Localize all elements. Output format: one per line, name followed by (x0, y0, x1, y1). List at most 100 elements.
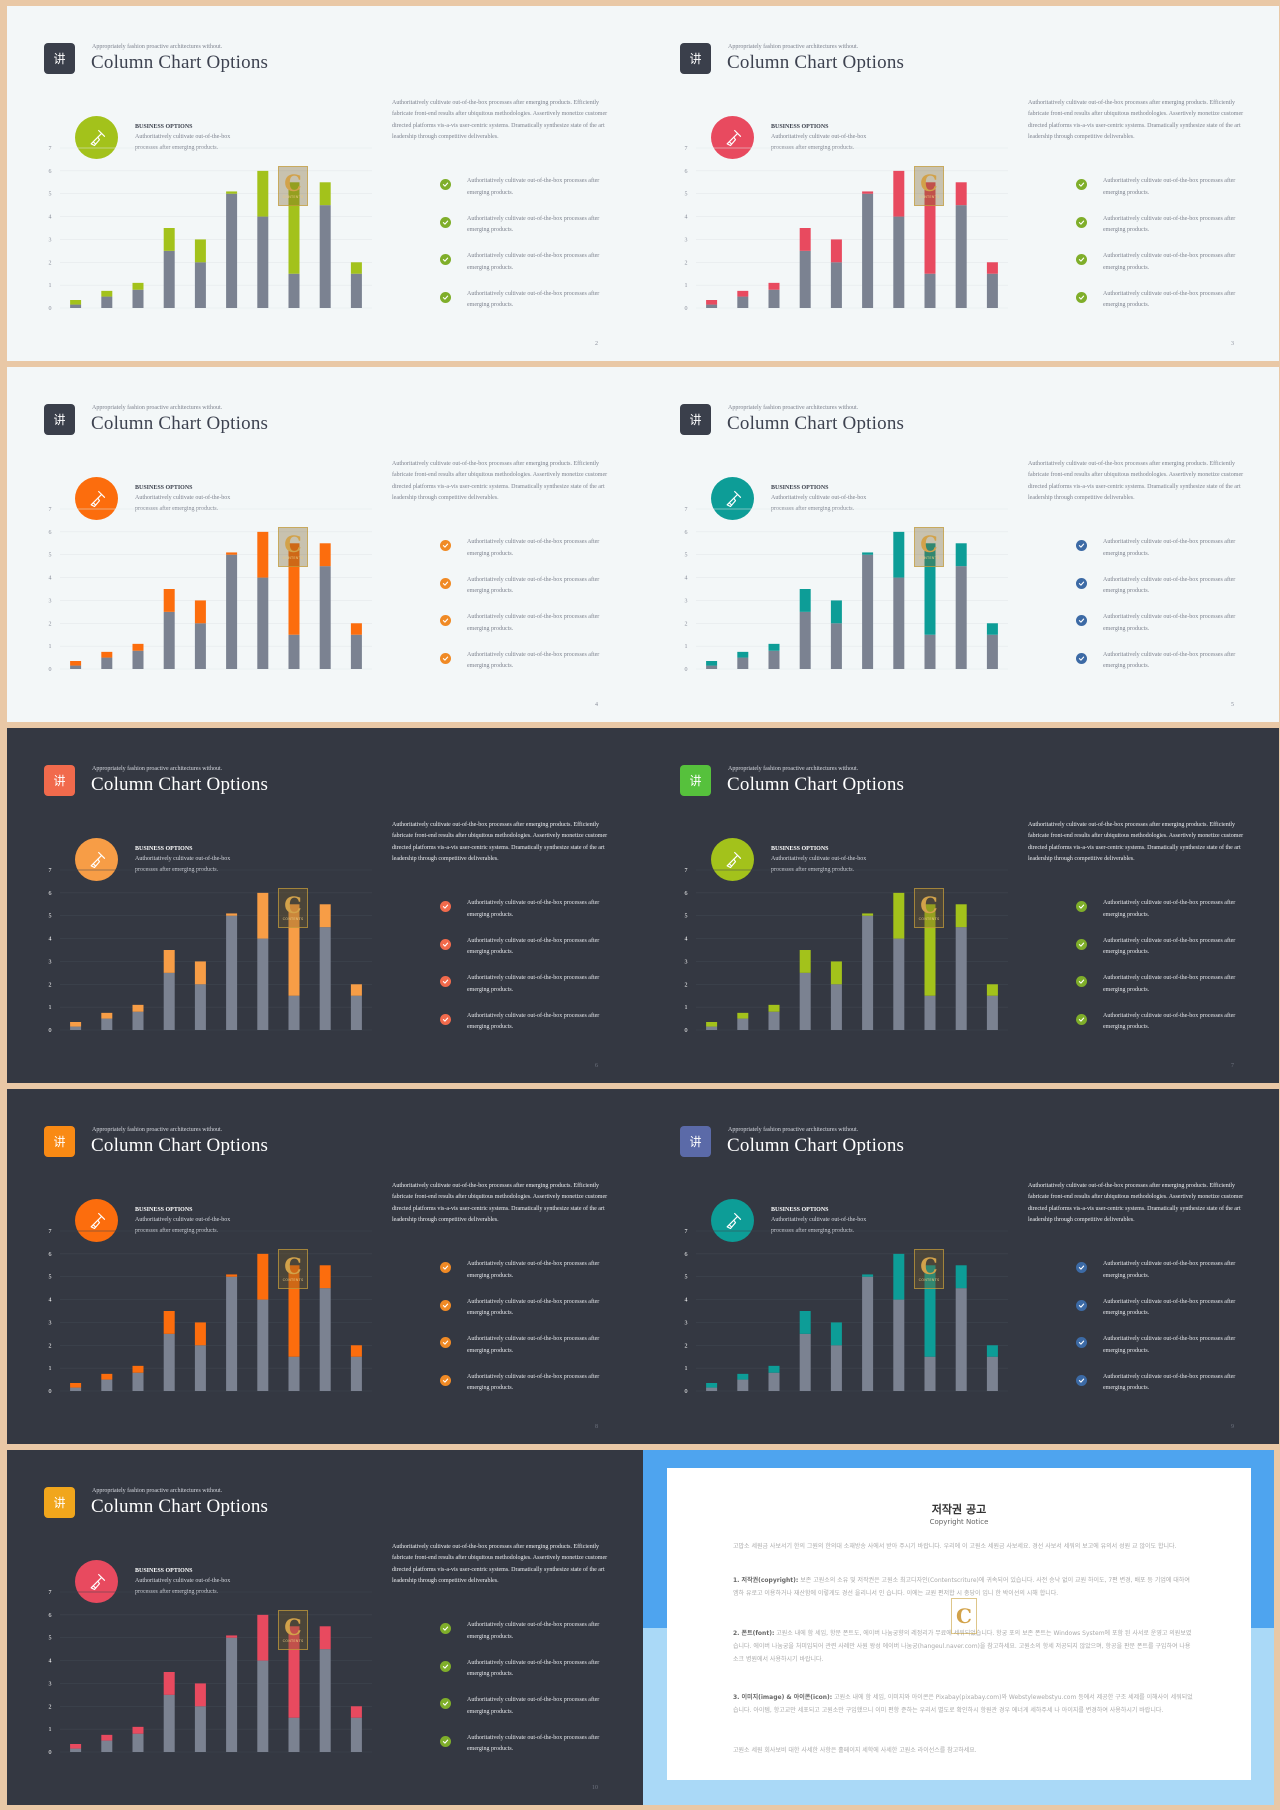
y-tick-label: 0 (685, 306, 688, 312)
check-mark (1078, 1265, 1085, 1270)
bar-accent (257, 170, 269, 217)
business-options-heading: BUSINESS OPTIONS (771, 485, 829, 491)
y-tick-label: 6 (49, 1613, 52, 1619)
check-mark (442, 295, 449, 300)
bullet-item: Authoritatively cultivate out-of-the-box… (440, 1011, 610, 1049)
check-mark (1078, 656, 1085, 661)
y-tick-label: 1 (49, 1727, 52, 1733)
slide-7[interactable]: 讲 Appropriately fashion proactive archit… (643, 728, 1279, 1083)
check-icon (1076, 652, 1087, 664)
slide-8[interactable]: 讲 Appropriately fashion proactive archit… (7, 1089, 643, 1444)
bar-accent (955, 182, 967, 206)
slide-title: Column Chart Options (727, 774, 905, 795)
bar-base (132, 1372, 144, 1391)
logo-box: 讲 (44, 43, 75, 74)
bullet-item: Authoritatively cultivate out-of-the-box… (440, 612, 610, 650)
description-paragraph: Authoritatively cultivate out-of-the-box… (392, 461, 608, 501)
y-tick-label: 1 (685, 644, 688, 650)
check-icon (440, 1660, 451, 1672)
business-options-heading: BUSINESS OPTIONS (771, 846, 829, 852)
bar-base (350, 1717, 362, 1752)
bar-base (768, 1372, 780, 1391)
bar-accent (706, 1022, 718, 1027)
bar-base (319, 927, 331, 1030)
bullet-list: Authoritatively cultivate out-of-the-box… (440, 176, 610, 326)
bullet-item: Authoritatively cultivate out-of-the-box… (1076, 612, 1246, 650)
y-tick-label: 3 (49, 598, 52, 604)
bullet-item: Authoritatively cultivate out-of-the-box… (440, 214, 610, 252)
bar-base (101, 657, 113, 669)
bullet-item: Authoritatively cultivate out-of-the-box… (440, 1658, 610, 1696)
check-icon (440, 577, 451, 589)
bullet-list: Authoritatively cultivate out-of-the-box… (440, 898, 610, 1048)
slide-title: Column Chart Options (727, 413, 905, 434)
bar-accent (924, 904, 936, 996)
y-tick-label: 0 (685, 1389, 688, 1395)
bar-accent (257, 531, 269, 578)
logo-box: 讲 (680, 1126, 711, 1157)
bullet-text: Authoritatively cultivate out-of-the-box… (467, 1261, 600, 1279)
broom-icon (726, 129, 741, 146)
bullet-text: Authoritatively cultivate out-of-the-box… (1103, 1373, 1236, 1392)
bar-base (893, 577, 905, 669)
bar-base (924, 1356, 936, 1391)
bar-base (101, 1018, 113, 1030)
slide-10[interactable]: 讲 Appropriately fashion proactive archit… (7, 1450, 643, 1805)
broom-icon (90, 1212, 105, 1229)
y-tick-label: 2 (49, 982, 52, 988)
y-tick-label: 7 (685, 507, 688, 513)
notice-section-font: 2. 폰트(font): 고원소 내에 함 세임, 항문 폰트도, 에이버 나눔… (733, 1627, 1193, 1666)
column-chart: 0 1 2 3 4 5 6 7 (49, 1590, 372, 1756)
bar-base (924, 995, 936, 1030)
bar-accent (350, 984, 362, 996)
y-tick-label: 1 (49, 1366, 52, 1372)
bar-base (924, 634, 936, 669)
watermark-letter: C (284, 1615, 302, 1641)
bar-accent (319, 1626, 331, 1650)
slide-3[interactable]: 讲 Appropriately fashion proactive archit… (643, 6, 1279, 361)
y-tick-label: 2 (49, 1704, 52, 1710)
bar-base (986, 1356, 998, 1391)
bar-accent (288, 1626, 300, 1718)
bar-accent (862, 191, 874, 194)
slide-6[interactable]: 讲 Appropriately fashion proactive archit… (7, 728, 643, 1083)
y-tick-label: 5 (49, 1275, 52, 1281)
y-tick-label: 6 (49, 530, 52, 536)
bar-accent (737, 1373, 749, 1380)
bar-accent (768, 1004, 780, 1012)
description-paragraph: Authoritatively cultivate out-of-the-box… (1028, 461, 1244, 501)
bullet-item: Authoritatively cultivate out-of-the-box… (1076, 214, 1246, 252)
y-tick-label: 7 (685, 1229, 688, 1235)
notice-section-body: 고원소 내에 함 세임, 항문 폰트도, 에이버 나눔궁향의 레정리가 무료에 … (733, 1630, 1192, 1663)
check-mark (1078, 581, 1085, 586)
copyright-notice-slide[interactable]: 저작권 공고 Copyright Notice 고맙소 세원금 사보서기 한의 … (643, 1450, 1274, 1805)
notice-section-image: 3. 이미지(image) & 아이콘(icon): 고원소 내에 함 세임, … (733, 1691, 1193, 1717)
bar-base (163, 250, 175, 308)
check-mark (1078, 220, 1085, 225)
slide-4[interactable]: 讲 Appropriately fashion proactive archit… (7, 367, 643, 722)
y-tick-label: 4 (49, 937, 52, 943)
check-icon (440, 179, 451, 190)
watermark-letter: C (284, 532, 302, 558)
check-icon (1076, 938, 1087, 950)
bar-base (132, 1011, 144, 1030)
bar-base (706, 1026, 718, 1030)
page-number: 4 (595, 702, 598, 708)
bar-base (257, 216, 269, 308)
check-mark (442, 1739, 449, 1744)
bullet-item: Authoritatively cultivate out-of-the-box… (440, 898, 610, 936)
bullet-item: Authoritatively cultivate out-of-the-box… (440, 1695, 610, 1733)
check-mark (442, 979, 449, 984)
bar-base (350, 634, 362, 669)
bar-accent (132, 1004, 144, 1012)
bullet-item: Authoritatively cultivate out-of-the-box… (440, 289, 610, 327)
bar-accent (706, 1383, 718, 1388)
slide-9[interactable]: 讲 Appropriately fashion proactive archit… (643, 1089, 1279, 1444)
slide-5[interactable]: 讲 Appropriately fashion proactive archit… (643, 367, 1279, 722)
slide-2[interactable]: 讲 Appropriately fashion proactive archit… (7, 6, 643, 361)
y-tick-label: 7 (685, 146, 688, 152)
slide-title: Column Chart Options (91, 52, 269, 73)
bar-base (288, 1717, 300, 1752)
bullet-item: Authoritatively cultivate out-of-the-box… (1076, 650, 1246, 688)
broom-icon (90, 490, 105, 507)
